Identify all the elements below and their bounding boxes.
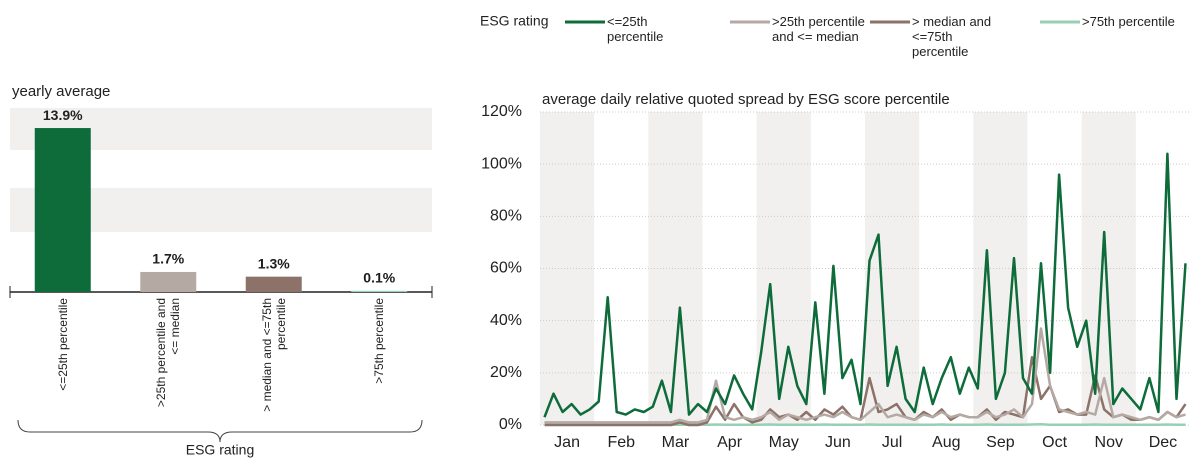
series-line: [543, 152, 1187, 418]
value-label: 1.3%: [258, 255, 290, 271]
y-tick-label: 20%: [490, 364, 522, 381]
legend-title: ESG rating: [480, 13, 548, 29]
month-band: [865, 112, 920, 425]
x-tick-label: <=25th percentile: [55, 298, 70, 391]
x-tick-label: Dec: [1149, 434, 1177, 451]
bar: [34, 128, 91, 292]
legend-label: <=25th percentile: [607, 14, 664, 44]
bar-title: yearly average: [12, 83, 110, 100]
bar: [140, 271, 197, 292]
bar: [245, 276, 302, 292]
bar-chart: 13.9% 1.7% 1.3% 0.1%: [34, 107, 408, 292]
x-tick-label: > median and <=75th percentile: [259, 298, 288, 412]
value-label: 1.7%: [152, 251, 184, 267]
y-tick-label: 0%: [499, 416, 522, 433]
y-tick-label: 40%: [490, 312, 522, 329]
legend-label: >75th percentile: [1082, 14, 1175, 29]
x-tick-label: May: [769, 434, 799, 451]
x-tick-label: Jun: [825, 434, 851, 451]
x-tick-label: Jul: [882, 434, 902, 451]
month-band: [973, 112, 1028, 425]
x-tick-label: Feb: [607, 434, 635, 451]
x-tick-label: >75th percentile: [372, 298, 387, 384]
x-axis-label: ESG rating: [186, 442, 254, 458]
line-title: average daily relative quoted spread by …: [542, 91, 950, 108]
x-tick-label: >25th percentile and <= median: [154, 298, 183, 408]
x-tick-label: Oct: [1042, 434, 1067, 451]
bar: [351, 290, 408, 292]
legend-label: > median and <=75th percentile: [912, 14, 992, 59]
value-label: 13.9%: [43, 107, 83, 123]
x-tick-label: Sep: [986, 434, 1015, 451]
series-line: [544, 327, 1186, 424]
y-tick-label: 100%: [481, 155, 522, 172]
x-tick-label: Aug: [932, 434, 960, 451]
y-tick-label: 60%: [490, 260, 522, 277]
brace: [17, 419, 423, 443]
y-tick-label: 120%: [481, 103, 522, 120]
y-tick-label: 80%: [490, 208, 522, 225]
x-tick-label: Apr: [717, 434, 743, 451]
line-chart: 0% 20% 40% 60% 80% 100% 120% Jan Feb Mar Apr May Jun…: [481, 20, 1190, 451]
x-tick-label: Nov: [1095, 434, 1123, 451]
legend-label: >25th percentile and <= median: [772, 14, 865, 44]
value-label: 0.1%: [363, 270, 395, 286]
month-band: [1081, 112, 1136, 425]
x-tick-label: Mar: [662, 434, 690, 451]
x-tick-label: Jan: [554, 434, 580, 451]
